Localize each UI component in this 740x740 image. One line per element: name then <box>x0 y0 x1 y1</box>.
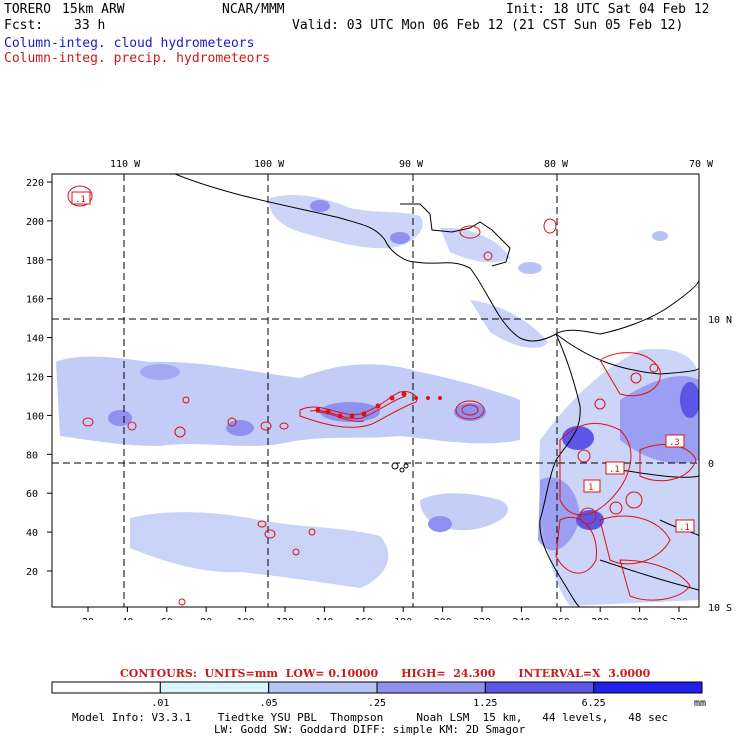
x-tick-label: 300 <box>631 617 649 620</box>
x-tick-label: 200 <box>434 617 452 620</box>
coastline <box>174 174 699 607</box>
colorbar-swatch <box>484 681 595 694</box>
contour-labels: .1 .3 1 .1 .1 <box>71 191 695 533</box>
color-scale: .01 .05 .25 1.25 6.25 mm <box>51 681 706 709</box>
x-tick-label: 120 <box>276 617 294 620</box>
precip-cores <box>315 391 442 419</box>
colorbar-label: .25 <box>368 698 386 709</box>
colorbar-label: 1.25 <box>473 698 497 709</box>
weather-map: 110 W 100 W 90 W 80 W 70 W 10 N 0 10 S <box>26 159 732 620</box>
lon-label-90w: 90 W <box>399 159 424 170</box>
map-frame <box>51 173 700 608</box>
y-tick-label: 20 <box>26 567 38 578</box>
y-axis: 220 200 180 160 140 120 100 80 60 40 20 <box>26 178 52 578</box>
colorbar-label: .01 <box>151 698 169 709</box>
x-tick-label: 220 <box>473 617 491 620</box>
x-tick-label: 140 <box>315 617 333 620</box>
colorbar-swatch <box>376 681 486 694</box>
x-tick-label: 100 <box>237 617 255 620</box>
lat-label-10s: 10 S <box>708 603 732 614</box>
init-time: Init: 18 UTC Sat 04 Feb 12 <box>506 2 710 17</box>
y-tick-label: 160 <box>26 295 44 306</box>
valid-time: Valid: 03 UTC Mon 06 Feb 12 (21 CST Sun … <box>292 18 684 33</box>
colorbar-swatch <box>159 681 270 694</box>
x-tick-label: 320 <box>670 617 688 620</box>
y-tick-label: 100 <box>26 411 44 422</box>
colorbar-swatch <box>51 681 161 694</box>
model-info: Model Info: V3.3.1 Tiedtke YSU PBL Thomp… <box>72 711 669 724</box>
colorbar-swatch <box>593 681 703 694</box>
y-tick-label: 40 <box>26 528 38 539</box>
x-tick-label: 280 <box>591 617 609 620</box>
forecast-label: Fcst: <box>4 18 44 33</box>
colorbar-label: .05 <box>260 698 278 709</box>
x-tick-label: 40 <box>121 617 133 620</box>
x-tick-label: 80 <box>200 617 212 620</box>
forecast-hour: 33 h <box>74 18 106 33</box>
contour-info: CONTOURS: UNITS=mm LOW= 0.10000 HIGH= 24… <box>120 667 651 680</box>
x-tick-label: 20 <box>82 617 94 620</box>
contour-label: .1 <box>75 195 86 205</box>
y-tick-label: 60 <box>26 489 38 500</box>
lat-label-10n: 10 N <box>708 315 732 326</box>
lon-label-110w: 110 W <box>110 159 141 170</box>
lon-label-70w: 70 W <box>689 159 714 170</box>
y-tick-label: 200 <box>26 217 44 228</box>
precip-field-title: Column-integ. precip. hydrometeors <box>4 51 271 66</box>
graticule <box>52 174 699 607</box>
model-physics: LW: Godd SW: Goddard DIFF: simple KM: 2D… <box>214 723 526 736</box>
contour-label: 1 <box>588 483 593 493</box>
contour-label: .3 <box>669 438 680 448</box>
x-axis: 20 40 60 80 100 120 140 160 180 200 220 240 260 280 30… <box>82 607 688 620</box>
cloud-field-title: Column-integ. cloud hydrometeors <box>4 36 255 51</box>
model-name: TORERO <box>4 2 51 17</box>
colorbar-label: 6.25 <box>582 698 606 709</box>
contour-label: .1 <box>609 465 620 475</box>
colorbar-units: mm <box>694 698 706 709</box>
colorbar-swatch <box>268 681 378 694</box>
x-tick-label: 260 <box>552 617 570 620</box>
x-tick-label: 240 <box>512 617 530 620</box>
y-tick-label: 80 <box>26 450 38 461</box>
model-resolution: 15km ARW <box>62 2 125 17</box>
center-name: NCAR/MMM <box>222 2 285 17</box>
y-tick-label: 140 <box>26 334 44 345</box>
lat-label-eq: 0 <box>708 459 714 470</box>
x-tick-label: 160 <box>355 617 373 620</box>
contour-label: .1 <box>679 523 690 533</box>
lon-label-80w: 80 W <box>544 159 569 170</box>
y-tick-label: 180 <box>26 256 44 267</box>
y-tick-label: 220 <box>26 178 44 189</box>
x-tick-label: 180 <box>394 617 412 620</box>
y-tick-label: 120 <box>26 373 44 384</box>
lon-label-100w: 100 W <box>254 159 285 170</box>
x-tick-label: 60 <box>161 617 173 620</box>
